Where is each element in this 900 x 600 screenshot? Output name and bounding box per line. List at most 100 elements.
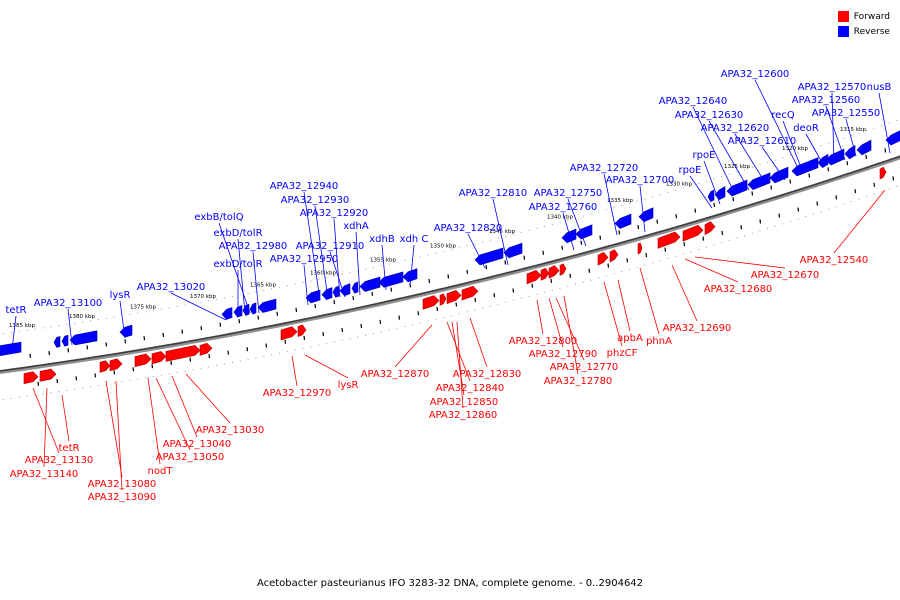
tick-mark [523,255,526,260]
forward-leader-line [61,394,70,442]
tick-mark [618,230,621,235]
forward-gene-label: lysR [338,380,359,391]
reverse-gene-label: APA32_12560 [792,95,861,106]
tick-mark [550,278,553,283]
tick-mark [379,319,382,324]
tick-mark [257,315,260,320]
tick-mark [333,300,336,305]
tick-mark [246,347,249,352]
forward-gene-arrow [422,295,440,310]
forward-gene-label: APA32_13050 [156,452,225,463]
tick-mark [48,351,51,356]
reverse-leader-line [467,233,486,269]
reverse-gene-label: APA32_12640 [659,96,728,107]
scale-label: 1335 kbp [607,198,633,204]
scale-label: 1320 kbp [782,146,808,152]
forward-gene-label: APA32_12870 [361,369,430,380]
reverse-gene-arrow [359,276,381,292]
reverse-gene-label: APA32_12750 [534,188,603,199]
reverse-leader-line [689,175,713,209]
forward-gene-label: tetR [59,443,80,454]
reverse-gene-label: rpoE [679,165,702,176]
reverse-gene-arrow [242,303,250,316]
tick-mark [314,303,317,309]
forward-leader-line [394,324,433,368]
forward-leader-line [115,380,123,491]
tick-mark [143,336,146,341]
reverse-gene-label: rpoE [693,150,716,161]
tick-mark [846,161,849,166]
tick-mark [797,207,800,212]
tick-mark [56,379,59,384]
reverse-gene-arrow [791,157,819,177]
reverse-gene-label: APA32_12630 [675,110,744,121]
reverse-gene-arrow [53,336,61,348]
tick-mark [265,343,268,348]
legend-reverse-label: Reverse [853,26,890,37]
tick-mark [124,339,127,344]
reverse-gene-label: APA32_12700 [606,175,675,186]
tick-mark [447,274,450,279]
reverse-leader-line [170,292,227,321]
tick-mark [132,367,135,372]
reverse-leader-line [303,264,309,306]
forward-leader-line [105,380,123,478]
forward-gene-label: APA32_13140 [10,469,79,480]
tick-mark [626,258,629,263]
reverse-gene-arrow [249,302,257,315]
tick-mark [789,179,792,184]
tick-mark [694,208,697,213]
reverse-leader-line [303,191,321,301]
forward-gene-arrow [548,265,560,279]
reverse-gene-arrow [61,334,69,347]
scale-label: 1360 kbp [310,270,336,276]
reverse-gene-label: APA32_12620 [701,123,770,134]
tick-mark [493,293,496,298]
reverse-leader-line [492,198,509,266]
forward-gene-arrow [99,360,111,373]
reverse-leader-line [692,106,736,195]
tick-mark [360,323,363,329]
reverse-gene-label: APA32_12760 [529,202,598,213]
reverse-gene-arrow [402,268,418,283]
reverse-leader-line [333,218,341,298]
reverse-leader-line [329,251,346,298]
forward-leader-line [304,354,349,379]
reverse-gene-arrow [503,242,523,259]
tick-mark [531,283,534,288]
reverse-gene-arrow [0,341,22,356]
reverse-leader-line [734,133,767,185]
tick-mark [303,335,306,341]
forward-gene-label: APA32_12840 [436,383,505,394]
reverse-leader-line [761,146,786,181]
tick-mark [816,201,819,206]
reverse-gene-label: APA32_12820 [434,223,503,234]
tick-mark [417,311,420,316]
tick-mark [485,265,488,270]
forward-leader-line [43,387,48,468]
reverse-gene-label: APA32_12600 [721,69,790,80]
forward-gene-arrow [165,345,201,362]
tick-mark [428,278,431,283]
forward-leader-line [563,295,579,375]
reverse-leader-line [708,120,750,191]
tick-mark [162,332,165,338]
forward-gene-arrow [559,263,567,276]
forward-leader-line [671,264,698,322]
map-caption: Acetobacter pasteurianus IFO 3283-32 DNA… [256,578,644,589]
legend-forward-label: Forward [853,11,890,22]
reverse-gene-label: APA32_12570 [798,82,867,93]
legend-reverse: Reverse [837,24,890,39]
reverse-gene-arrow [726,179,748,197]
tick-mark [436,306,439,311]
tick-mark [656,219,659,224]
reverse-leader-line [782,120,803,171]
tick-mark [37,381,40,386]
tick-mark [778,213,781,218]
forward-gene-arrow [526,269,542,285]
reverse-gene-arrow [747,172,771,191]
reverse-gene-arrow [769,166,789,184]
tick-mark [892,176,895,181]
reverse-leader-line [119,300,126,339]
forward-gene-label: APA32_12770 [550,362,619,373]
